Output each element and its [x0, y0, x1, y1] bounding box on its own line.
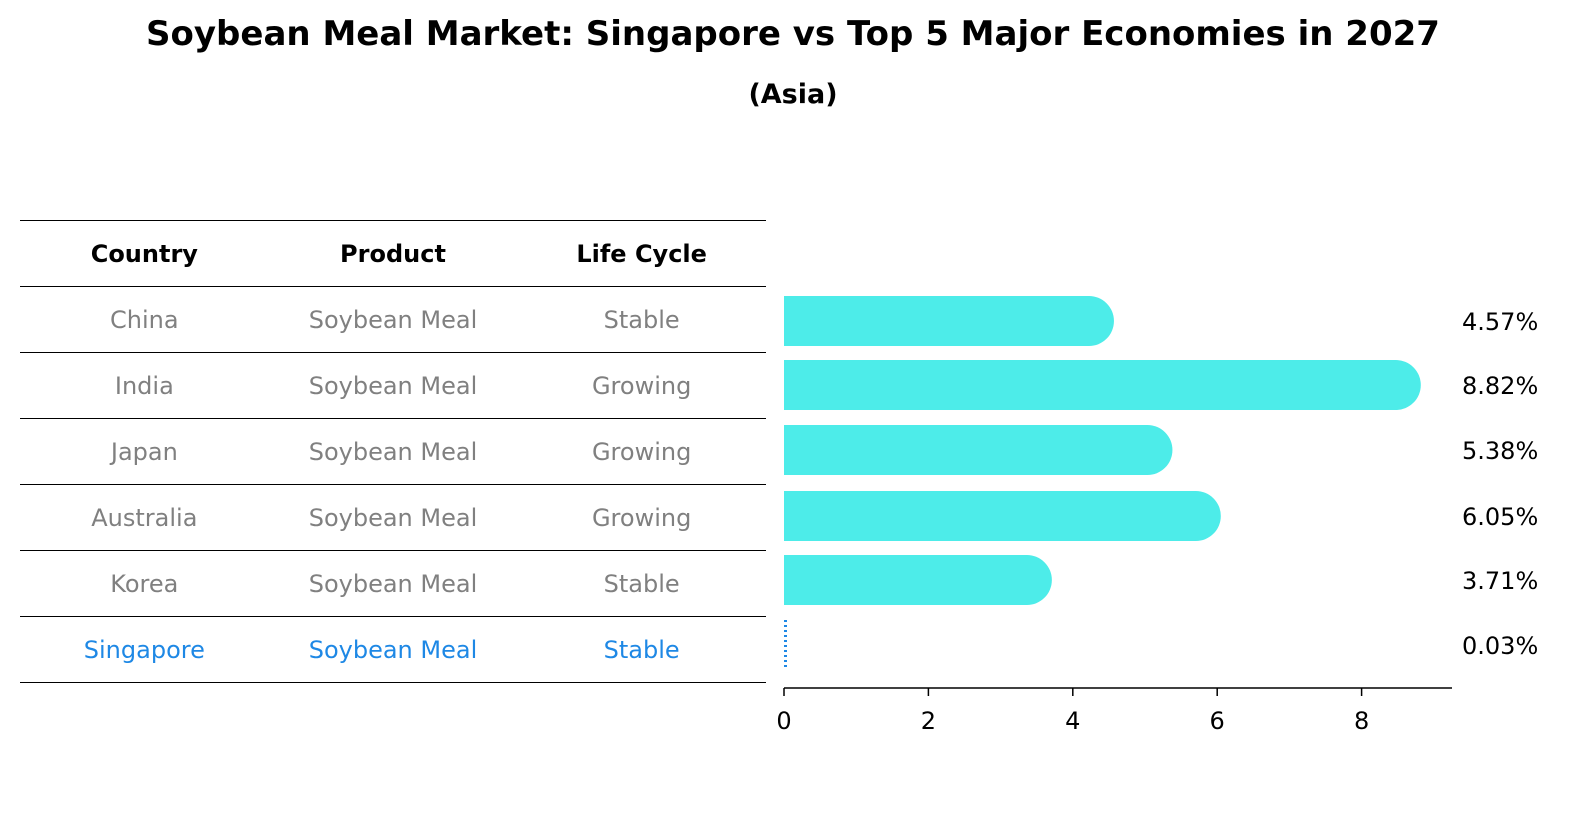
- header-product: Product: [340, 239, 446, 268]
- product-cell: Soybean Meal: [308, 635, 478, 664]
- product-cell: Soybean Meal: [308, 305, 478, 334]
- country-cell: Australia: [91, 503, 198, 532]
- table-row: Japan Soybean Meal Growing: [20, 419, 766, 485]
- chart-title: Soybean Meal Market: Singapore vs Top 5 …: [146, 14, 1440, 54]
- bar-china: [784, 296, 1114, 346]
- table-row-highlight: Singapore Soybean Meal Stable: [20, 617, 766, 683]
- x-tick-label: 8: [1354, 707, 1369, 735]
- x-tick-label: 2: [921, 707, 936, 735]
- life-cycle-cell: Growing: [591, 371, 692, 400]
- life-cycle-cell: Stable: [603, 635, 680, 664]
- country-table: Country Product Life Cycle China Soybean…: [20, 220, 766, 683]
- x-tick-label: 6: [1210, 707, 1225, 735]
- chart-subtitle: (Asia): [748, 79, 838, 110]
- x-tick-label: 4: [1065, 707, 1080, 735]
- table-row: Australia Soybean Meal Growing: [20, 485, 766, 551]
- life-cycle-cell: Growing: [591, 437, 692, 466]
- table-row: Korea Soybean Meal Stable: [20, 551, 766, 617]
- country-cell: India: [114, 371, 174, 400]
- value-label-china: 4.57%: [1462, 308, 1538, 336]
- value-label-korea: 3.71%: [1462, 567, 1538, 595]
- life-cycle-cell: Stable: [603, 305, 680, 334]
- header-country: Country: [90, 239, 198, 268]
- country-cell: China: [110, 305, 179, 334]
- bar-korea: [784, 555, 1052, 605]
- value-label-australia: 6.05%: [1462, 503, 1538, 531]
- life-cycle-cell: Growing: [591, 503, 692, 532]
- table-header-row: Country Product Life Cycle: [20, 221, 766, 287]
- bar-japan: [784, 425, 1173, 475]
- country-cell: Japan: [110, 437, 178, 466]
- table-row: India Soybean Meal Growing: [20, 353, 766, 419]
- value-label-india: 8.82%: [1462, 372, 1538, 400]
- value-label-japan: 5.38%: [1462, 437, 1538, 465]
- table-row: China Soybean Meal Stable: [20, 287, 766, 353]
- header-life-cycle: Life Cycle: [576, 239, 707, 268]
- bar-india: [784, 360, 1421, 410]
- product-cell: Soybean Meal: [308, 437, 478, 466]
- life-cycle-cell: Stable: [603, 569, 680, 598]
- product-cell: Soybean Meal: [308, 503, 478, 532]
- bar-australia: [784, 491, 1221, 541]
- value-label-singapore: 0.03%: [1462, 632, 1538, 660]
- product-cell: Soybean Meal: [308, 371, 478, 400]
- x-tick-label: 0: [776, 707, 791, 735]
- country-cell: Korea: [110, 569, 179, 598]
- country-cell: Singapore: [83, 635, 205, 664]
- product-cell: Soybean Meal: [308, 569, 478, 598]
